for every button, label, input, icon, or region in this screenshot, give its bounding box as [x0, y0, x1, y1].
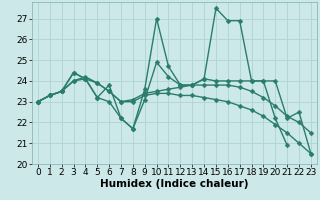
X-axis label: Humidex (Indice chaleur): Humidex (Indice chaleur) [100, 179, 249, 189]
